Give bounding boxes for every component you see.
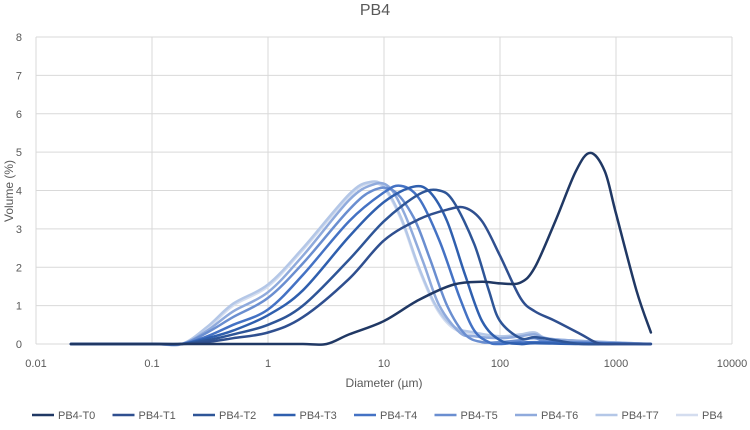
y-tick-label: 8 bbox=[16, 32, 22, 44]
series-lines bbox=[69, 151, 653, 347]
legend-label: PB4-T3 bbox=[300, 410, 337, 422]
axis-ticks: 0 1 2 3 4 5 6 7 8 0.01 0.1 1 10 100 1000 10000 bbox=[16, 32, 747, 370]
x-axis-label: Diameter (µm) bbox=[346, 376, 423, 390]
y-tick-label: 6 bbox=[16, 109, 22, 121]
series-line-pb4-t2 bbox=[69, 188, 653, 346]
x-tick-label: 1 bbox=[265, 358, 271, 370]
y-tick-label: 3 bbox=[16, 224, 22, 236]
legend-label: PB4-T5 bbox=[461, 410, 498, 422]
chart-title: PB4 bbox=[360, 2, 390, 19]
series-line-pb4 bbox=[69, 181, 653, 347]
legend-label: PB4-T6 bbox=[541, 410, 578, 422]
legend-label: PB4-T7 bbox=[622, 410, 659, 422]
y-tick-label: 1 bbox=[16, 301, 22, 313]
series-line-pb4-t3 bbox=[69, 184, 653, 346]
y-tick-label: 0 bbox=[16, 339, 22, 351]
x-tick-label: 0.01 bbox=[25, 358, 46, 370]
series-line-pb4-t5 bbox=[69, 186, 653, 347]
legend: PB4-T0 PB4-T1 PB4-T2 PB4-T3 PB4-T4 PB4-T5 PB4-… bbox=[32, 410, 723, 422]
series-line-pb4-t7 bbox=[69, 180, 653, 347]
x-tick-label: 0.1 bbox=[144, 358, 159, 370]
legend-label: PB4-T1 bbox=[139, 410, 176, 422]
y-tick-label: 5 bbox=[16, 147, 22, 159]
x-tick-label: 10 bbox=[378, 358, 390, 370]
legend-label: PB4-T4 bbox=[380, 410, 417, 422]
y-tick-label: 7 bbox=[16, 70, 22, 82]
x-tick-label: 1000 bbox=[604, 358, 628, 370]
series-line-pb4-t0 bbox=[69, 151, 653, 346]
series-line-pb4-t6 bbox=[69, 181, 653, 347]
legend-label: PB4 bbox=[702, 410, 723, 422]
y-axis-label: Volume (%) bbox=[2, 160, 16, 222]
x-tick-label: 10000 bbox=[717, 358, 748, 370]
y-tick-label: 2 bbox=[16, 262, 22, 274]
series-line-pb4-t1 bbox=[69, 205, 653, 346]
y-tick-label: 4 bbox=[16, 186, 22, 198]
x-tick-label: 100 bbox=[491, 358, 509, 370]
series-line-pb4-t4 bbox=[69, 184, 653, 346]
legend-label: PB4-T0 bbox=[58, 410, 95, 422]
legend-label: PB4-T2 bbox=[219, 410, 256, 422]
